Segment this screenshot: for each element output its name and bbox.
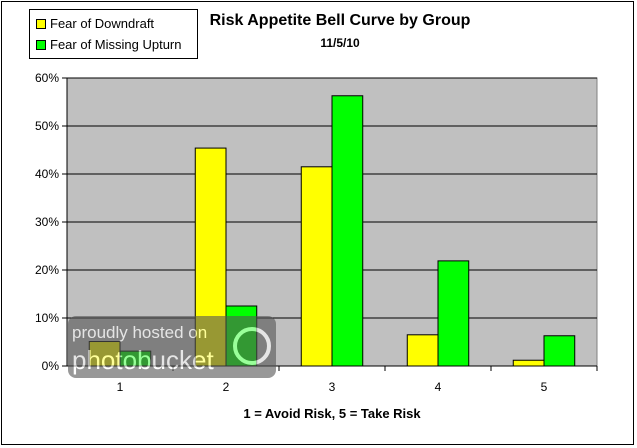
watermark-text: photobucket [72,345,214,375]
legend-label: Fear of Missing Upturn [50,37,182,52]
bar-upturn [331,95,364,367]
chart-subtitle: 11/5/10 [320,36,360,50]
legend-swatch [36,18,46,29]
bar-upturn [437,260,470,367]
y-tick-label: 50% [35,119,59,133]
x-tick-label: 5 [541,380,548,394]
x-tick-label: 4 [435,380,442,394]
x-tick-label: 1 [117,380,124,394]
watermark-text: proudly hosted on [72,323,207,342]
legend-swatch [36,39,46,50]
bar-upturn [543,335,576,367]
camera-icon [233,327,271,365]
legend-item-upturn: Fear of Missing Upturn [36,37,182,53]
legend-label: Fear of Downdraft [50,16,155,31]
x-tick-label: 3 [329,380,336,394]
bar-downdraft [406,334,439,367]
watermark-bg [68,316,276,378]
chart-title: Risk Appetite Bell Curve by Group [209,12,471,29]
x-tick-label: 2 [223,380,230,394]
legend: Fear of Downdraft Fear of Missing Upturn [29,9,198,59]
y-tick-label: 20% [35,263,59,277]
watermark: proudly hosted on photobucket [68,316,276,378]
y-tick-label: 10% [35,311,59,325]
y-tick-label: 30% [35,215,59,229]
legend-item-downdraft: Fear of Downdraft [36,16,154,32]
y-tick-label: 60% [35,71,59,85]
y-tick-label: 0% [42,359,60,373]
bar-downdraft [512,359,545,367]
bar-downdraft [300,166,333,367]
x-axis-label: 1 = Avoid Risk, 5 = Take Risk [243,406,421,421]
y-tick-label: 40% [35,167,59,181]
